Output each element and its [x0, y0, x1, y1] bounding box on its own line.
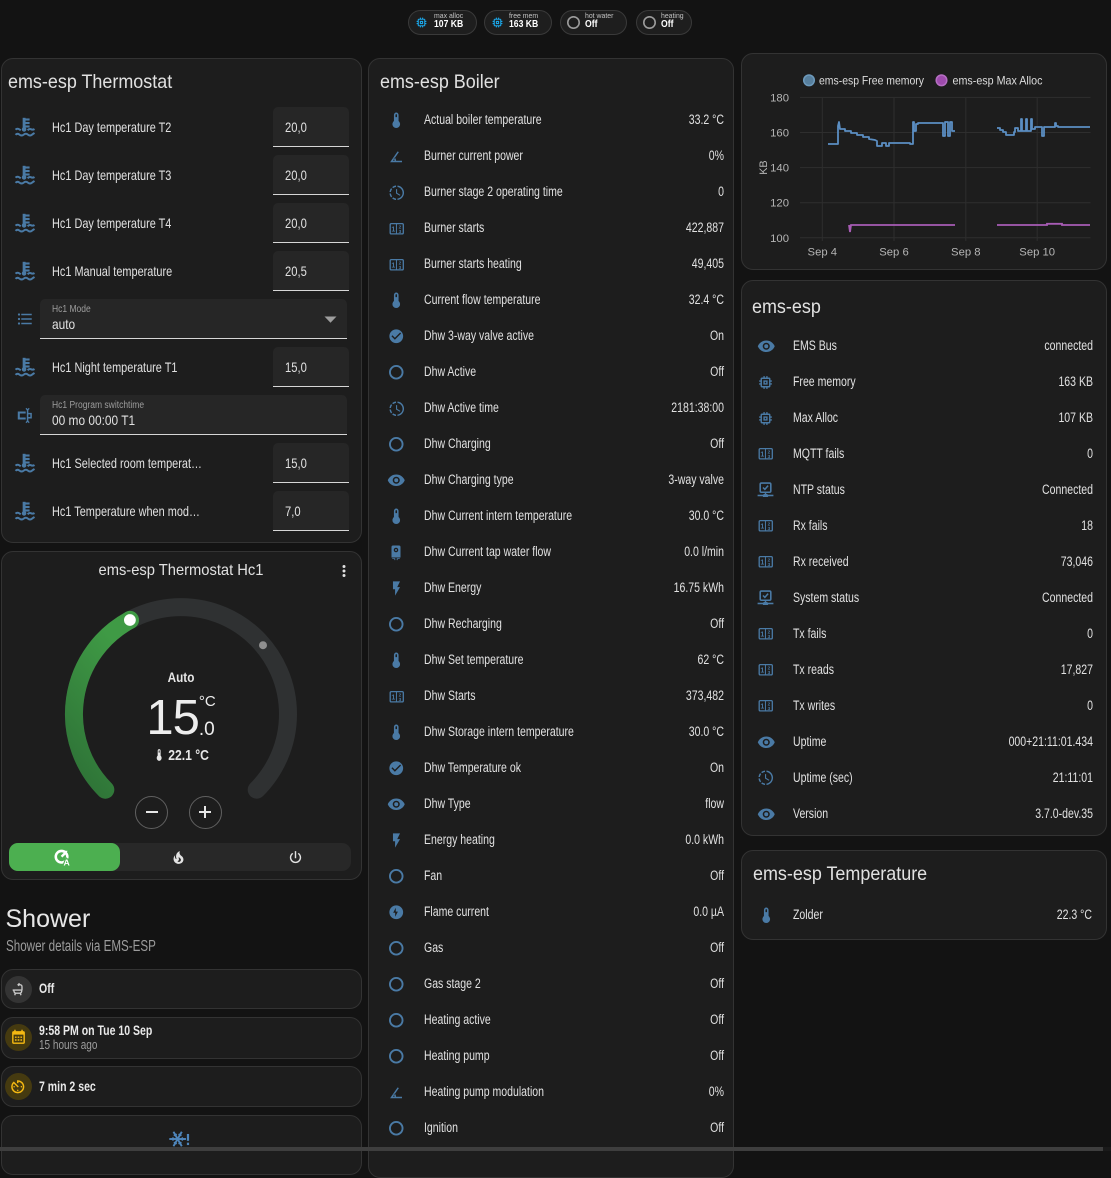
svg-text:ems-esp Max Alloc: ems-esp Max Alloc — [952, 74, 1042, 88]
svg-text:1: 1 — [391, 262, 395, 269]
svg-text:Sep 4: Sep 4 — [807, 247, 837, 259]
svg-text:1: 1 — [760, 704, 764, 711]
svg-text:1: 1 — [391, 226, 395, 233]
svg-text:1: 1 — [760, 632, 764, 639]
svg-text:KB: KB — [758, 160, 770, 174]
svg-text:1: 1 — [760, 524, 764, 531]
svg-text:Sep 8: Sep 8 — [951, 247, 981, 259]
svg-text:3: 3 — [768, 670, 771, 676]
svg-text:3: 3 — [768, 562, 771, 568]
svg-text:3: 3 — [398, 229, 401, 235]
svg-text:3: 3 — [768, 526, 771, 532]
svg-text:Sep 6: Sep 6 — [879, 247, 909, 259]
svg-text:3: 3 — [398, 265, 401, 271]
svg-text:120: 120 — [770, 198, 789, 210]
svg-text:A: A — [64, 857, 71, 867]
svg-text:3: 3 — [768, 706, 771, 712]
svg-text:3: 3 — [768, 454, 771, 460]
svg-text:1: 1 — [391, 694, 395, 701]
svg-text:Sep 10: Sep 10 — [1019, 247, 1055, 259]
svg-text:3: 3 — [398, 697, 401, 703]
svg-text:ems-esp Free memory: ems-esp Free memory — [819, 74, 924, 88]
svg-text:100: 100 — [770, 233, 789, 245]
svg-text:160: 160 — [770, 128, 789, 140]
svg-text:1: 1 — [760, 668, 764, 675]
svg-text:180: 180 — [770, 92, 789, 104]
svg-text:1: 1 — [760, 452, 764, 459]
svg-text:3: 3 — [768, 634, 771, 640]
svg-text:140: 140 — [770, 163, 789, 175]
svg-text:1: 1 — [760, 560, 764, 567]
